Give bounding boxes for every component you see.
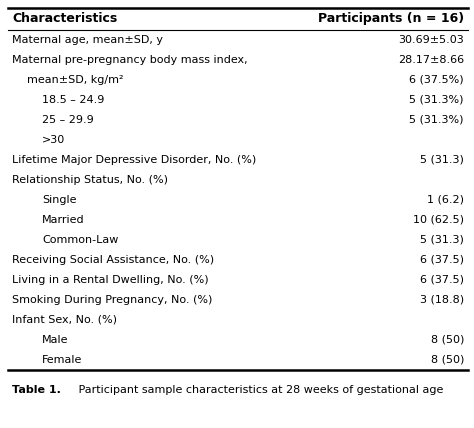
- Text: Relationship Status, No. (%): Relationship Status, No. (%): [12, 175, 168, 185]
- Text: Maternal pre-pregnancy body mass index,: Maternal pre-pregnancy body mass index,: [12, 54, 247, 65]
- Text: Participants (n = 16): Participants (n = 16): [318, 12, 464, 25]
- Text: 6 (37.5): 6 (37.5): [420, 255, 464, 265]
- Text: Maternal age, mean±SD, y: Maternal age, mean±SD, y: [12, 35, 163, 45]
- Text: Characteristics: Characteristics: [12, 12, 117, 25]
- Text: Married: Married: [42, 215, 85, 225]
- Text: 5 (31.3): 5 (31.3): [420, 235, 464, 245]
- Text: 5 (31.3%): 5 (31.3%): [410, 115, 464, 125]
- Text: 30.69±5.03: 30.69±5.03: [398, 35, 464, 45]
- Text: 10 (62.5): 10 (62.5): [413, 215, 464, 225]
- Text: Infant Sex, No. (%): Infant Sex, No. (%): [12, 315, 117, 325]
- Text: 18.5 – 24.9: 18.5 – 24.9: [42, 95, 104, 104]
- Text: Female: Female: [42, 355, 82, 365]
- Text: 8 (50): 8 (50): [430, 335, 464, 345]
- Text: 28.17±8.66: 28.17±8.66: [398, 54, 464, 65]
- Text: Single: Single: [42, 195, 76, 205]
- Text: >30: >30: [42, 135, 65, 145]
- Text: Lifetime Major Depressive Disorder, No. (%): Lifetime Major Depressive Disorder, No. …: [12, 155, 256, 165]
- Text: 3 (18.8): 3 (18.8): [420, 295, 464, 305]
- Text: 6 (37.5%): 6 (37.5%): [410, 74, 464, 85]
- Text: Living in a Rental Dwelling, No. (%): Living in a Rental Dwelling, No. (%): [12, 275, 209, 285]
- Text: 1 (6.2): 1 (6.2): [427, 195, 464, 205]
- Text: Receiving Social Assistance, No. (%): Receiving Social Assistance, No. (%): [12, 255, 214, 265]
- Text: 5 (31.3): 5 (31.3): [420, 155, 464, 165]
- Text: Smoking During Pregnancy, No. (%): Smoking During Pregnancy, No. (%): [12, 295, 212, 305]
- Text: 8 (50): 8 (50): [430, 355, 464, 365]
- Text: 5 (31.3%): 5 (31.3%): [410, 95, 464, 104]
- Text: Male: Male: [42, 335, 69, 345]
- Text: 25 – 29.9: 25 – 29.9: [42, 115, 94, 125]
- Text: Participant sample characteristics at 28 weeks of gestational age: Participant sample characteristics at 28…: [75, 385, 444, 395]
- Text: mean±SD, kg/m²: mean±SD, kg/m²: [27, 74, 124, 85]
- Text: Table 1.: Table 1.: [12, 385, 61, 395]
- Text: 6 (37.5): 6 (37.5): [420, 275, 464, 285]
- Text: Common-Law: Common-Law: [42, 235, 118, 245]
